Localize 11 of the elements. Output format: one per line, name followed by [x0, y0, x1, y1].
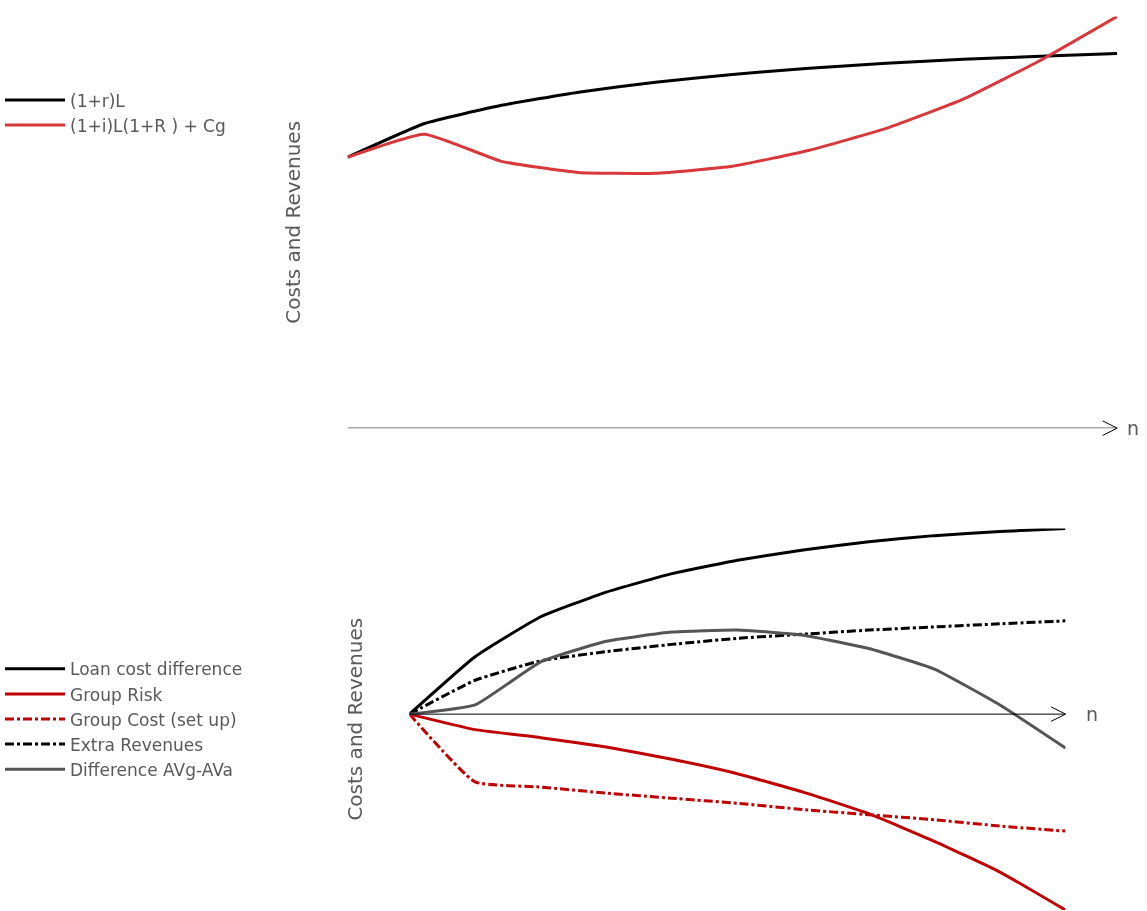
x-axis-title: n [1127, 417, 1140, 439]
legend-label: (1+r)L [70, 90, 126, 111]
legend-label: Group Cost (set up) [70, 709, 237, 730]
x-axis-title: n [1086, 703, 1099, 725]
legend-label: Loan cost difference [70, 659, 243, 680]
legend-label: Difference AVg-AVa [70, 759, 234, 780]
legend-label: Group Risk [70, 684, 163, 705]
legend-label: (1+i)L(1+R ) + Cg [70, 115, 226, 136]
y-axis-title: Costs and Revenues [281, 120, 306, 324]
legend-label: Extra Revenues [70, 734, 204, 755]
y-axis-title: Costs and Revenues [342, 617, 367, 821]
